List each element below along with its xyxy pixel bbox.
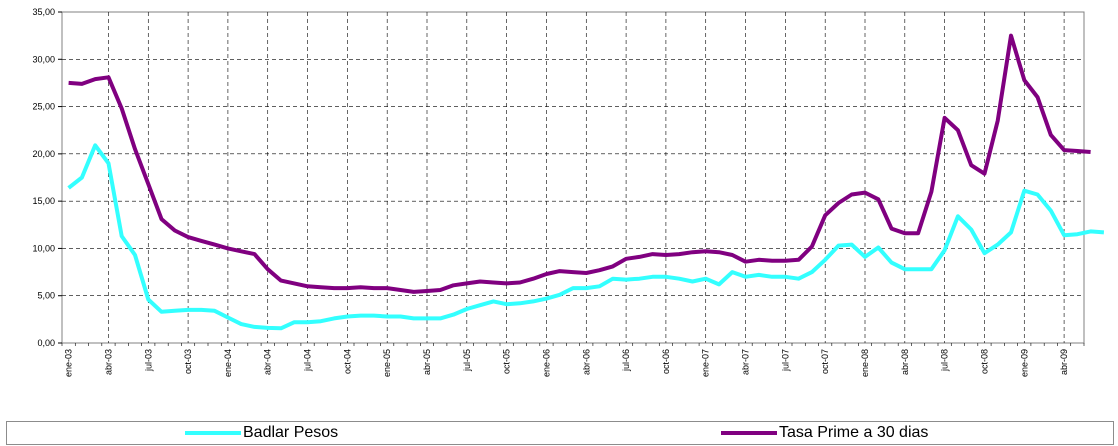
series-line-prime	[68, 33, 1091, 294]
x-tick-label: ene-07	[701, 349, 711, 377]
x-tick-label: oct-07	[820, 349, 830, 374]
x-tick-label: abr-04	[263, 349, 273, 375]
x-tick-label: jul-07	[780, 349, 790, 372]
plot-area	[61, 11, 1085, 344]
legend-label-prime: Tasa Prime a 30 dias	[779, 424, 929, 441]
x-tick-label: abr-08	[900, 349, 910, 375]
x-tick-label: ene-03	[64, 349, 74, 377]
x-tick-label: jul-05	[462, 349, 472, 372]
x-tick-label: oct-04	[342, 349, 352, 374]
x-tick-label: jul-03	[143, 349, 153, 372]
x-tick-label: oct-05	[502, 349, 512, 374]
chart: 0,00 5,00 10,00 15,00 20,00 25,00 30,00 35,00 e…	[32, 7, 1105, 377]
y-tick-label: 5,00	[37, 291, 55, 301]
x-tick-label: abr-09	[1059, 349, 1069, 375]
y-tick-label: 0,00	[37, 338, 55, 348]
legend-swatch-prime	[721, 431, 777, 435]
y-tick-label: 10,00	[32, 243, 55, 253]
x-tick-label: abr-05	[422, 349, 432, 375]
series-line-badlar	[67, 143, 1105, 331]
x-tick-label: abr-07	[741, 349, 751, 375]
y-axis: 0,00 5,00 10,00 15,00 20,00 25,00 30,00 35,00	[32, 7, 62, 348]
legend-label-badlar: Badlar Pesos	[243, 424, 339, 441]
y-tick-label: 35,00	[32, 7, 55, 17]
x-tick-label: abr-06	[581, 349, 591, 375]
x-tick-label: oct-03	[183, 349, 193, 374]
series-group	[67, 33, 1105, 331]
y-tick-label: 20,00	[32, 149, 55, 159]
x-tick-label: jul-06	[621, 349, 631, 372]
y-tick-label: 15,00	[32, 196, 55, 206]
x-tick-label: ene-06	[541, 349, 551, 377]
x-tick-label: oct-08	[979, 349, 989, 374]
grid	[62, 12, 1084, 343]
legend-item-badlar: Badlar Pesos	[185, 424, 338, 442]
y-tick-label: 30,00	[32, 54, 55, 64]
x-tick-label: ene-09	[1019, 349, 1029, 377]
x-tick-label: abr-03	[103, 349, 113, 375]
x-tick-label: jul-04	[303, 349, 313, 372]
legend-item-prime: Tasa Prime a 30 dias	[721, 424, 928, 442]
legend-swatch-badlar	[185, 431, 241, 435]
x-tick-label: ene-05	[382, 349, 392, 377]
x-tick-label: ene-04	[223, 349, 233, 377]
x-tick-label: ene-08	[860, 349, 870, 377]
x-tick-label: jul-08	[940, 349, 950, 372]
x-tick-label: oct-06	[661, 349, 671, 374]
y-tick-label: 25,00	[32, 102, 55, 112]
legend: Badlar Pesos Tasa Prime a 30 dias	[6, 421, 1114, 445]
x-axis: ene-03 abr-03 jul-03 oct-03 ene-04 abr-04 jul-…	[61, 343, 1085, 377]
